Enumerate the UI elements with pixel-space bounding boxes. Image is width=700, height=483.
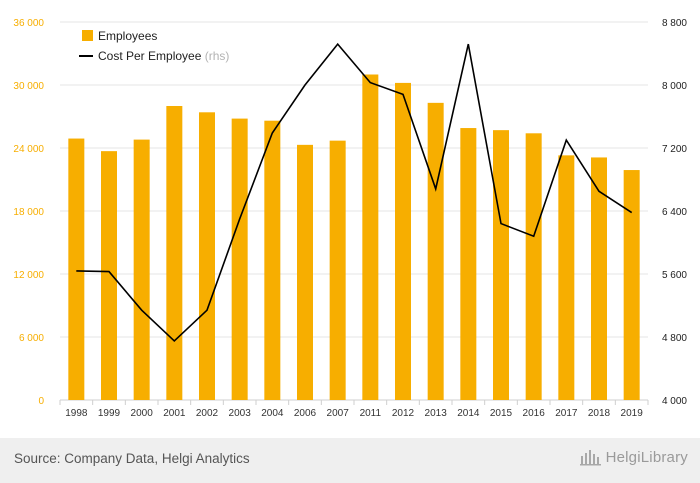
- x-axis-tick-label: 2003: [229, 408, 252, 419]
- bar-employees: [231, 118, 248, 400]
- left-axis-tick-label: 30 000: [13, 81, 44, 92]
- left-axis-tick-label: 36 000: [13, 18, 44, 29]
- x-axis-tick-label: 2012: [392, 408, 415, 419]
- bar-employees: [427, 102, 444, 400]
- x-axis-tick-label: 2019: [621, 408, 644, 419]
- bar-employees: [199, 112, 215, 401]
- x-axis-tick-label: 1998: [65, 408, 88, 419]
- x-axis-tick-label: 2013: [425, 408, 448, 419]
- bar-employees: [68, 138, 85, 401]
- right-axis-tick-label: 7 200: [662, 144, 687, 155]
- legend-label-employees: Employees: [98, 29, 157, 43]
- brand-logo[interactable]: HelgiLibrary: [579, 448, 688, 466]
- legend-rhs-suffix: (rhs): [205, 49, 230, 63]
- helgi-library-logo-icon: [579, 450, 601, 466]
- combo-chart: 0 6 000 12 000 18 000 24 000 30 000 36 000 4 00…: [13, 18, 687, 419]
- left-axis-tick-label: 0: [38, 396, 44, 407]
- bar-employees: [362, 74, 379, 400]
- bar-employees: [460, 128, 477, 401]
- bar-employees: [297, 144, 313, 400]
- bar-employees: [166, 106, 183, 400]
- legend-swatch-employees: [82, 30, 93, 41]
- bar-employees: [264, 120, 281, 400]
- right-axis-tick-label: 5 600: [662, 270, 687, 281]
- bar-employees: [101, 151, 117, 400]
- legend-label-cost-per-employee: Cost Per Employee (rhs): [98, 49, 229, 63]
- x-axis-tick-label: 2014: [457, 408, 480, 419]
- bar-employees: [133, 139, 150, 400]
- right-axis-tick-label: 6 400: [662, 207, 687, 218]
- left-axis-tick-label: 18 000: [13, 207, 44, 218]
- right-axis-tick-label: 8 000: [662, 81, 687, 92]
- x-axis-tick-label: 2007: [327, 408, 350, 419]
- bar-employees: [525, 133, 542, 401]
- bar-employees: [395, 82, 411, 401]
- line-cost-per-employee: [76, 42, 633, 342]
- bar-employees: [591, 157, 607, 400]
- bar-employees: [623, 170, 640, 400]
- left-axis-tick-label: 24 000: [13, 144, 44, 155]
- x-axis-tick-label: 2011: [360, 408, 382, 419]
- x-axis-tick-label: 2001: [163, 408, 186, 419]
- x-axis-tick-label: 2006: [294, 408, 317, 419]
- x-axis-tick-label: 1999: [98, 408, 121, 419]
- brand-name: HelgiLibrary: [605, 448, 688, 466]
- right-axis-tick-label: 4 800: [662, 333, 687, 344]
- x-axis-tick-label: 2017: [555, 408, 578, 419]
- x-axis-tick-label: 2018: [588, 408, 611, 419]
- chart-footer: Source: Company Data, Helgi Analytics He…: [0, 438, 700, 483]
- right-axis-tick-label: 8 800: [662, 18, 687, 29]
- bar-employees: [558, 155, 575, 400]
- right-axis-tick-label: 4 000: [662, 396, 687, 407]
- bar-employees: [329, 140, 346, 400]
- source-note: Source: Company Data, Helgi Analytics: [14, 451, 250, 466]
- left-axis-tick-label: 6 000: [19, 333, 44, 344]
- x-axis-tick-label: 2015: [490, 408, 513, 419]
- x-axis-tick-label: 2002: [196, 408, 219, 419]
- x-axis-tick-label: 2004: [261, 408, 284, 419]
- bar-employees: [493, 130, 509, 400]
- x-axis-tick-label: 2000: [131, 408, 154, 419]
- x-axis-tick-label: 2016: [523, 408, 546, 419]
- left-axis-tick-label: 12 000: [13, 270, 44, 281]
